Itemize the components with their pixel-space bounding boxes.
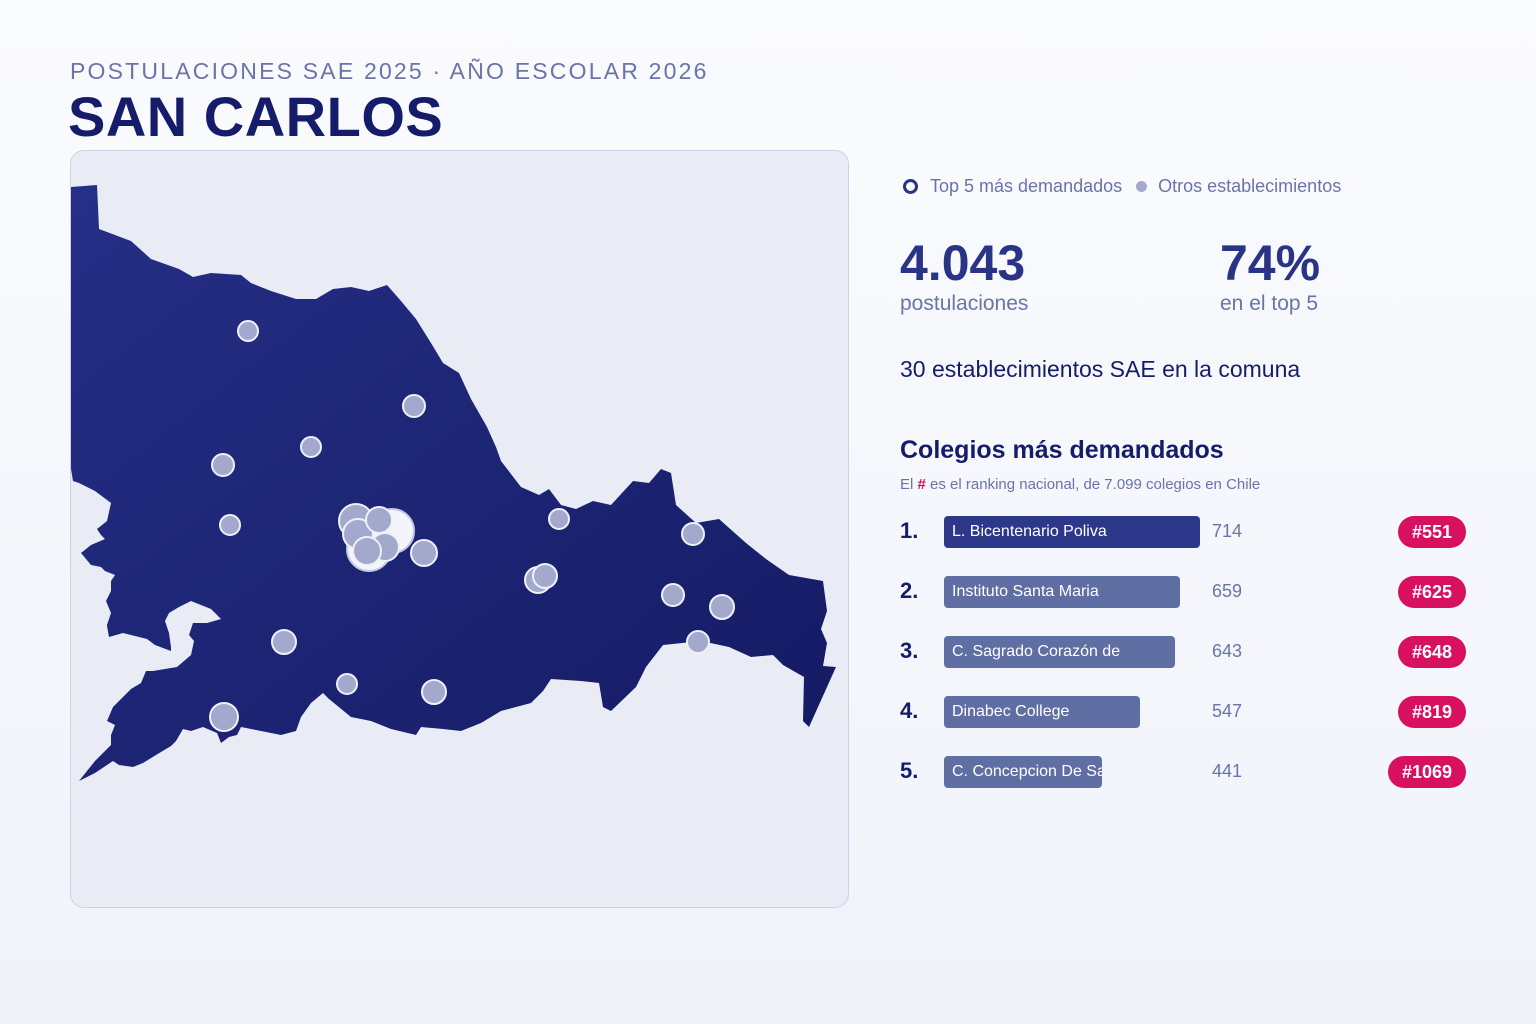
school-markers: [209, 320, 735, 732]
ranking-row[interactable]: 1. L. Bicentenario Poliva 714 #551: [900, 516, 1466, 548]
map-legend: Top 5 más demandados Otros establecimien…: [900, 174, 1341, 198]
commune-map: [71, 185, 836, 781]
top5-share-label: en el top 5: [1220, 292, 1319, 315]
page-subtitle: POSTULACIONES SAE 2025 · AÑO ESCOLAR 202…: [70, 58, 709, 84]
applications-bar: Dinabec College: [944, 696, 1140, 728]
school-marker[interactable]: [271, 629, 297, 655]
applications-stat: 4.043 postulaciones: [900, 234, 1028, 316]
national-rank-badge: #551: [1397, 516, 1466, 548]
school-marker[interactable]: [681, 522, 705, 546]
national-rank-badge: #819: [1397, 696, 1466, 728]
rank-position: 1.: [900, 518, 919, 543]
ranking-title: Colegios más demandados: [900, 436, 1224, 464]
rank-position: 2.: [900, 578, 919, 603]
top-school-marker[interactable]: [352, 536, 382, 566]
ranking-row[interactable]: 4. Dinabec College 547 #819: [900, 696, 1466, 728]
school-marker[interactable]: [661, 583, 685, 607]
applications-count: 659: [1212, 581, 1243, 601]
school-marker[interactable]: [219, 514, 241, 536]
school-name: C. Sagrado Corazón de: [952, 643, 1121, 660]
school-marker[interactable]: [532, 563, 558, 589]
school-marker[interactable]: [421, 679, 447, 705]
applications-count: 547: [1212, 701, 1243, 721]
ranking-row[interactable]: 5. C. Concepcion De San C 441 #1069: [900, 756, 1466, 788]
rank-position: 4.: [900, 698, 919, 723]
school-marker[interactable]: [548, 508, 570, 530]
national-rank-badge: #625: [1397, 576, 1466, 608]
applications-label: postulaciones: [900, 292, 1029, 315]
ranking-note-hash: #: [917, 476, 926, 493]
national-rank-badge: #648: [1397, 636, 1466, 668]
applications-count: 643: [1212, 641, 1243, 661]
top5-legend-label: Top 5 más demandados: [930, 175, 1123, 196]
school-marker[interactable]: [709, 594, 735, 620]
school-name: Dinabec College: [952, 703, 1070, 720]
ranking-row[interactable]: 2. Instituto Santa Maria 659 #625: [900, 576, 1466, 608]
applications-bar: C. Sagrado Corazón de: [944, 636, 1175, 668]
national-rank-badge: #1069: [1387, 756, 1466, 788]
school-name: L. Bicentenario Poliva: [952, 523, 1107, 540]
top-school-marker[interactable]: [365, 506, 393, 534]
ranking-note: El # es el ranking nacional, de 7.099 co…: [900, 476, 1260, 493]
school-marker[interactable]: [402, 394, 426, 418]
applications-value: 4.043: [900, 235, 1026, 291]
ranking-row[interactable]: 3. C. Sagrado Corazón de 643 #648: [900, 636, 1466, 668]
top5-share-stat: 74% en el top 5: [1220, 234, 1320, 316]
establishments-count: 30 establecimientos SAE en la comuna: [900, 356, 1301, 382]
ranking-note-suffix: es el ranking nacional, de 7.099 colegio…: [930, 476, 1261, 493]
rank-position: 5.: [900, 758, 919, 783]
school-marker[interactable]: [686, 630, 710, 654]
other-legend-label: Otros establecimientos: [1158, 175, 1342, 196]
school-marker[interactable]: [336, 673, 358, 695]
applications-count: 441: [1212, 761, 1243, 781]
applications-bar: C. Concepcion De San C: [944, 756, 1102, 788]
top5-share-value: 74%: [1220, 235, 1321, 291]
page-title: SAN CARLOS: [68, 85, 444, 148]
commune-boundary: [71, 185, 836, 781]
rank-position: 3.: [900, 638, 919, 663]
top5-legend-icon: [903, 178, 918, 194]
school-marker[interactable]: [211, 453, 235, 477]
ranking-note-prefix: El: [900, 476, 914, 493]
school-marker[interactable]: [300, 436, 322, 458]
school-marker[interactable]: [410, 539, 438, 567]
school-name: C. Concepcion De San C: [952, 763, 1102, 780]
applications-count: 714: [1212, 521, 1243, 541]
school-name: Instituto Santa Maria: [952, 583, 1099, 600]
applications-bar: L. Bicentenario Poliva: [944, 516, 1200, 548]
school-marker[interactable]: [209, 702, 239, 732]
map-panel[interactable]: [70, 150, 849, 908]
school-marker[interactable]: [237, 320, 259, 342]
other-legend-icon: [1136, 180, 1148, 192]
applications-bar: Instituto Santa Maria: [944, 576, 1180, 608]
